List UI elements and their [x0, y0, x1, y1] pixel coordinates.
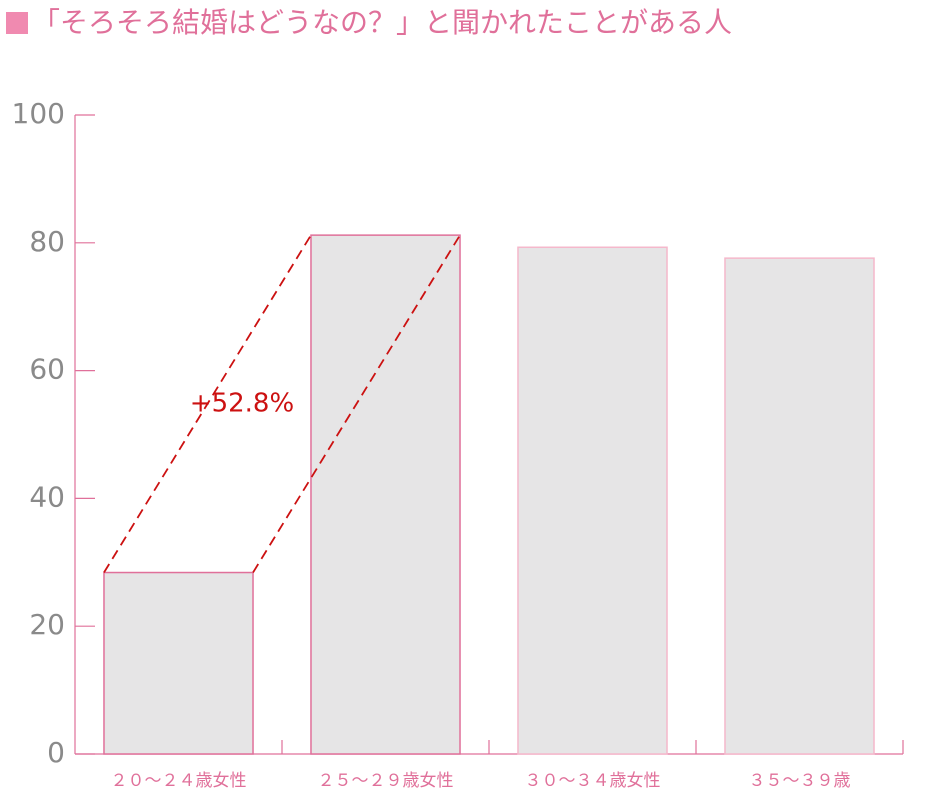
- x-tick-label: ３０～３４歳女性: [525, 771, 661, 791]
- bar: [724, 257, 875, 755]
- y-tick-label: 40: [29, 480, 65, 513]
- x-tick-label: ２５～２９歳女性: [318, 771, 454, 791]
- connector-line: [103, 234, 312, 573]
- y-tick-label: 0: [47, 736, 65, 769]
- annotation: +52.8%: [190, 388, 294, 418]
- y-tick-label: 100: [12, 97, 65, 130]
- y-tick-label: 80: [29, 225, 65, 258]
- chart-title: 「そろそろ結婚はどうなの？」と聞かれたことがある人: [32, 6, 732, 39]
- title-marker: [6, 12, 28, 34]
- x-tick-label: ３５～３９歳: [749, 771, 851, 791]
- bar: [517, 246, 668, 755]
- bar: [310, 234, 461, 755]
- y-tick-label: 60: [29, 353, 65, 386]
- y-tick-label: 20: [29, 608, 65, 641]
- x-tick-label: ２０～２４歳女性: [111, 771, 247, 791]
- connector-line: [252, 234, 461, 573]
- bar: [103, 571, 254, 755]
